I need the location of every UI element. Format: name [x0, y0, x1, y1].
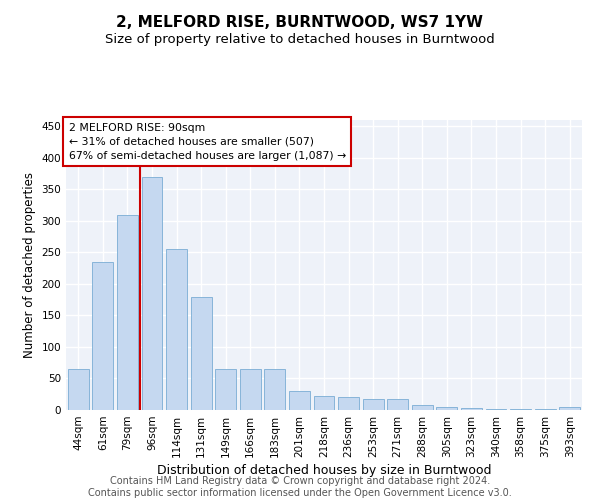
Bar: [240, 369, 261, 410]
Bar: [485, 408, 506, 410]
Bar: [461, 408, 482, 410]
Bar: [92, 262, 113, 410]
Bar: [68, 369, 89, 410]
Bar: [412, 405, 433, 410]
Bar: [362, 398, 383, 410]
Bar: [338, 398, 359, 410]
Bar: [535, 408, 556, 410]
Bar: [166, 249, 187, 410]
Bar: [314, 396, 334, 410]
Bar: [215, 369, 236, 410]
Text: 2 MELFORD RISE: 90sqm
← 31% of detached houses are smaller (507)
67% of semi-det: 2 MELFORD RISE: 90sqm ← 31% of detached …: [68, 123, 346, 161]
Bar: [142, 176, 163, 410]
Bar: [387, 398, 408, 410]
Bar: [117, 214, 138, 410]
Text: 2, MELFORD RISE, BURNTWOOD, WS7 1YW: 2, MELFORD RISE, BURNTWOOD, WS7 1YW: [116, 15, 484, 30]
Y-axis label: Number of detached properties: Number of detached properties: [23, 172, 36, 358]
Bar: [510, 408, 531, 410]
Text: Size of property relative to detached houses in Burntwood: Size of property relative to detached ho…: [105, 32, 495, 46]
Bar: [289, 391, 310, 410]
Text: Contains HM Land Registry data © Crown copyright and database right 2024.
Contai: Contains HM Land Registry data © Crown c…: [88, 476, 512, 498]
Bar: [559, 407, 580, 410]
Bar: [265, 369, 286, 410]
Bar: [191, 296, 212, 410]
Bar: [436, 407, 457, 410]
X-axis label: Distribution of detached houses by size in Burntwood: Distribution of detached houses by size …: [157, 464, 491, 477]
